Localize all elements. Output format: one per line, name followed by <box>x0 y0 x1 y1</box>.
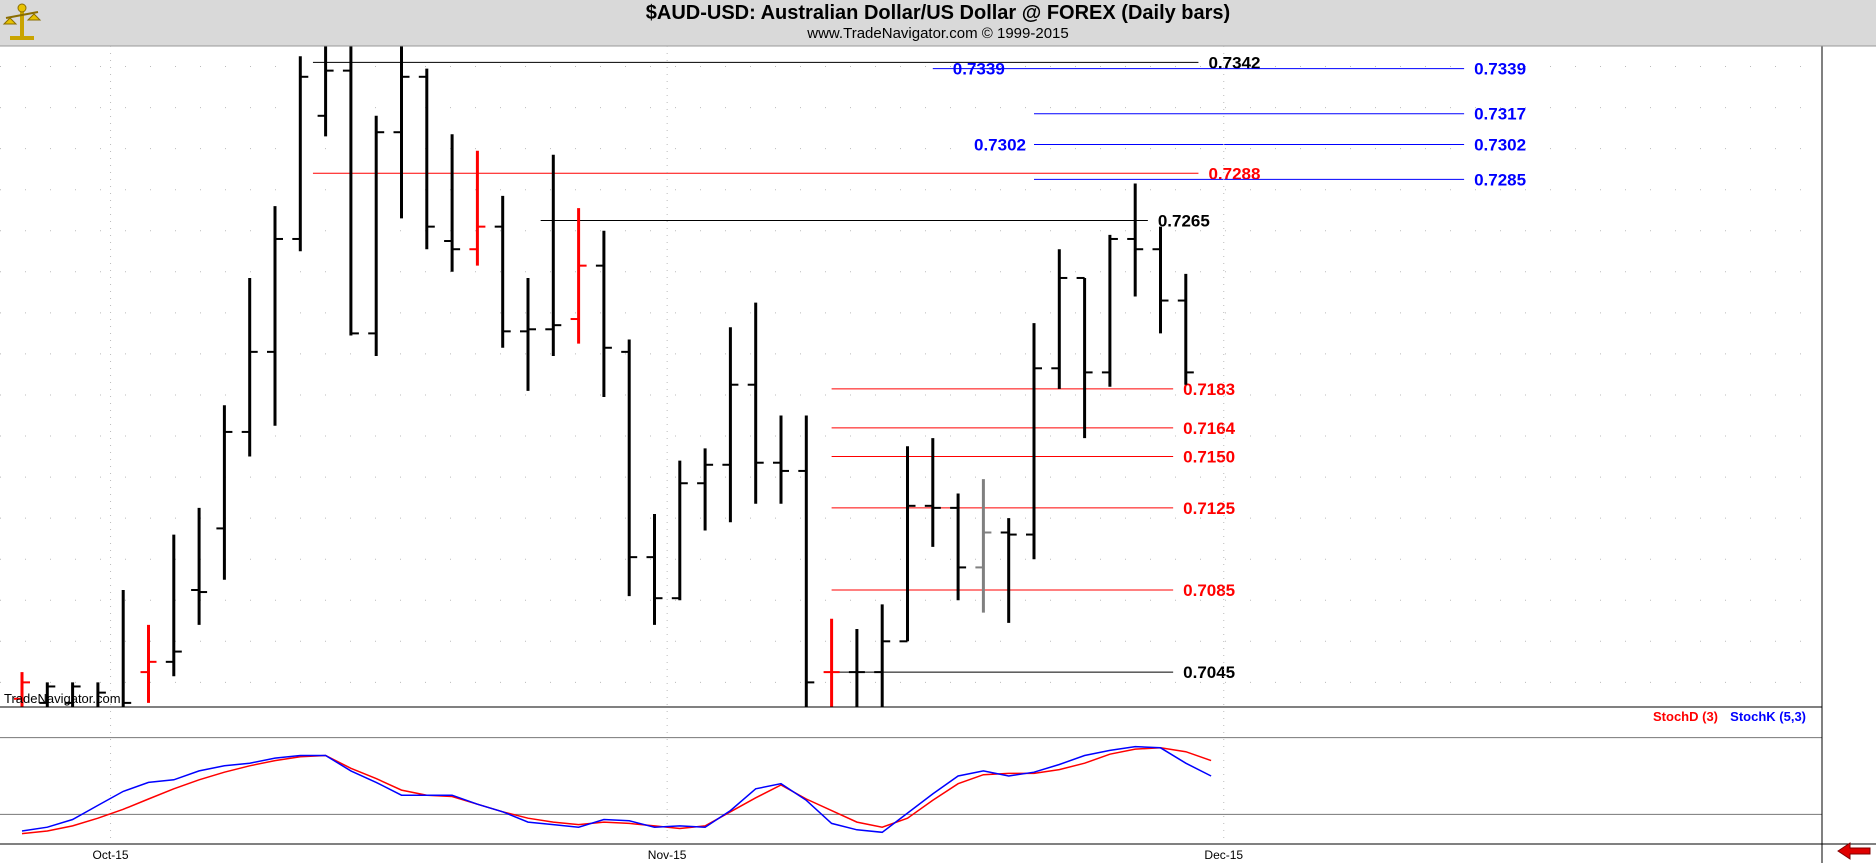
ohlc-bar <box>191 507 208 625</box>
ohlc-bar <box>393 46 410 219</box>
ohlc-bar <box>1076 276 1093 439</box>
level-label: 0.7164 <box>1183 419 1236 438</box>
x-tick-label: Oct-15 <box>93 848 129 862</box>
ohlc-bar <box>773 415 789 504</box>
ohlc-bar <box>646 514 663 625</box>
chart-subtitle: www.TradeNavigator.com © 1999-2015 <box>807 25 1069 42</box>
x-tick-label: Nov-15 <box>648 848 687 862</box>
level-label: 0.7302 <box>1474 136 1526 155</box>
ohlc-bar <box>570 208 587 344</box>
level-label: 0.7125 <box>1183 499 1235 518</box>
ohlc-bar <box>317 46 334 137</box>
ohlc-bar <box>520 277 536 391</box>
stochastic-panel: 10025StochD (3)StochK (5,3)71.6153.78 <box>0 705 1856 835</box>
ohlc-bar <box>121 589 132 707</box>
x-tick-label: Dec-15 <box>1204 848 1243 862</box>
ohlc-bar <box>874 604 891 707</box>
ohlc-bar <box>924 438 941 547</box>
ohlc-bar <box>798 415 815 707</box>
stoch-legend: StochD (3) <box>1653 709 1718 724</box>
ohlc-bar <box>823 618 840 707</box>
ohlc-bar <box>418 68 435 250</box>
ohlc-bar <box>1026 323 1042 560</box>
level-label: 0.7183 <box>1183 380 1235 399</box>
level-label: 0.7045 <box>1183 663 1235 682</box>
ohlc-bar <box>292 56 309 252</box>
ohlc-bar <box>494 195 511 348</box>
ohlc-bar <box>267 206 283 426</box>
ohlc-bar <box>140 624 157 703</box>
ohlc-bar <box>595 230 612 398</box>
level-label: 0.7285 <box>1474 170 1526 189</box>
ohlc-bar <box>1101 234 1118 387</box>
red-left-arrow-icon[interactable] <box>1836 842 1872 860</box>
ohlc-bar <box>96 682 106 707</box>
ohlc-bar <box>1127 183 1144 297</box>
ohlc-bar <box>368 115 385 356</box>
ohlc-bar <box>671 460 688 601</box>
level-label: 0.7339 <box>1474 60 1526 79</box>
level-label: 0.7085 <box>1183 581 1235 600</box>
chart-title: $AUD-USD: Australian Dollar/US Dollar @ … <box>645 2 1231 24</box>
ohlc-bar <box>747 302 764 504</box>
level-label-left: 0.7302 <box>974 136 1026 155</box>
price-panel: 0.73400.73200.73000.72800.72600.72400.72… <box>0 46 1868 707</box>
ohlc-bar <box>697 448 714 531</box>
ohlc-bar <box>469 150 486 266</box>
title-bar <box>0 0 1876 46</box>
level-label: 0.7288 <box>1208 164 1260 183</box>
ohlc-bar <box>950 493 967 601</box>
ohlc-bar <box>342 46 359 336</box>
axis-column <box>1822 46 1876 863</box>
ohlc-bar <box>64 682 81 707</box>
ohlc-bar <box>899 446 916 643</box>
level-label: 0.7150 <box>1183 448 1235 467</box>
ohlc-bar <box>722 327 739 523</box>
ohlc-bar <box>621 339 638 597</box>
ohlc-bar <box>1152 226 1169 334</box>
ohlc-bar <box>1051 249 1068 389</box>
watermark: TradeNavigator.com <box>4 691 121 706</box>
level-label: 0.7317 <box>1474 105 1526 124</box>
ohlc-bar <box>165 534 182 677</box>
ohlc-bar <box>14 672 30 707</box>
ohlc-bar <box>39 682 56 707</box>
level-label: 0.7265 <box>1158 211 1210 230</box>
level-label: 0.7342 <box>1208 53 1260 72</box>
ohlc-bar <box>241 277 258 457</box>
ohlc-bar <box>545 154 562 356</box>
stoch-legend: StochK (5,3) <box>1730 709 1806 724</box>
stoch-line <box>21 745 1212 834</box>
ohlc-bar <box>1000 518 1017 623</box>
trophy-scale-icon[interactable] <box>2 2 42 42</box>
stoch-line <box>21 747 1212 835</box>
ohlc-bar <box>216 405 233 580</box>
ohlc-bar <box>444 134 461 272</box>
ohlc-bar <box>975 479 992 613</box>
level-label-left: 0.7339 <box>953 60 1005 79</box>
ohlc-bar <box>848 628 865 707</box>
ohlc-bar <box>1177 273 1194 385</box>
